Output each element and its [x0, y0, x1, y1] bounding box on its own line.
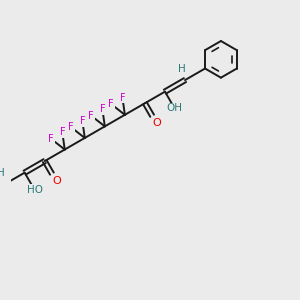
Text: HO: HO	[27, 185, 43, 195]
Text: O: O	[152, 118, 161, 128]
Text: F: F	[100, 104, 105, 114]
Text: O: O	[52, 176, 61, 186]
Text: F: F	[108, 99, 114, 109]
Text: H: H	[0, 168, 5, 178]
Text: F: F	[68, 122, 74, 132]
Text: F: F	[120, 93, 125, 103]
Text: F: F	[48, 134, 54, 144]
Text: F: F	[59, 127, 65, 137]
Text: F: F	[80, 116, 85, 126]
Text: H: H	[178, 64, 185, 74]
Text: F: F	[88, 111, 94, 121]
Text: OH: OH	[167, 103, 183, 113]
